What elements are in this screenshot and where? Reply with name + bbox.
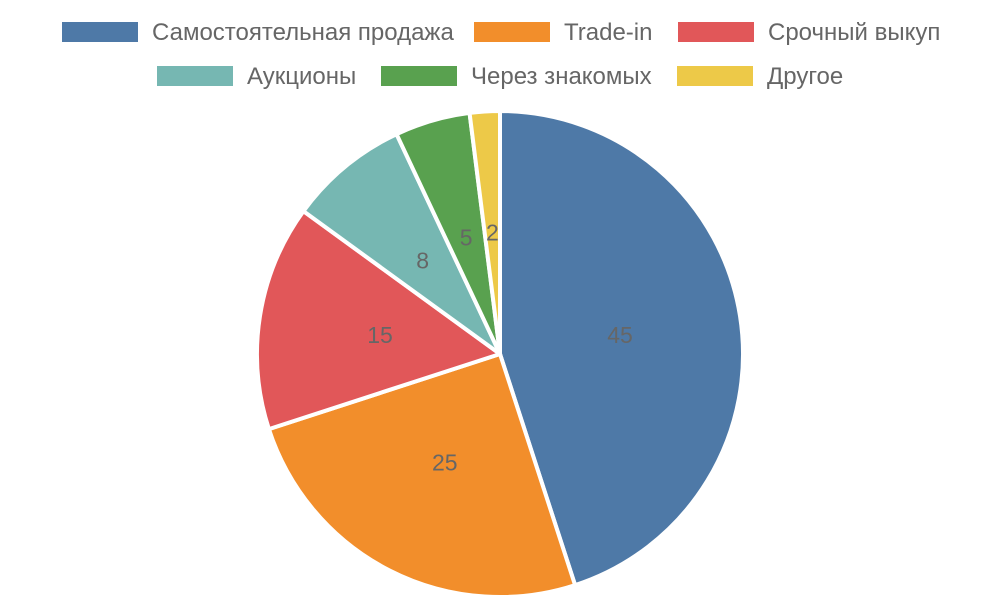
slice-value-label: 25 [432, 449, 458, 475]
legend-label: Самостоятельная продажа [152, 19, 454, 46]
legend-label: Trade-in [564, 19, 652, 46]
legend-swatch [474, 22, 550, 42]
legend-swatch [157, 66, 233, 86]
slice-value-label: 15 [367, 322, 393, 348]
legend-swatch [678, 22, 754, 42]
legend-swatch [677, 66, 753, 86]
pie-slices [254, 109, 745, 600]
slice-value-label: 2 [486, 220, 499, 246]
slice-value-label: 8 [416, 247, 429, 273]
legend: Самостоятельная продажа Trade-in Срочный в… [62, 19, 940, 90]
legend-swatch [381, 66, 457, 86]
slice-value-label: 45 [607, 322, 633, 348]
pie-slice [266, 352, 578, 600]
slice-labels: 45 25 15 8 5 2 [367, 220, 633, 476]
legend-label: Срочный выкуп [768, 19, 940, 46]
legend-label: Аукционы [247, 63, 356, 90]
legend-label: Через знакомых [471, 63, 652, 90]
pie-slice [301, 132, 502, 356]
legend-label: Другое [767, 63, 843, 90]
slice-value-label: 5 [460, 224, 473, 250]
pie-slice [467, 109, 502, 356]
pie-slice [254, 209, 502, 432]
legend-swatch [62, 22, 138, 42]
pie-slice [498, 109, 745, 588]
